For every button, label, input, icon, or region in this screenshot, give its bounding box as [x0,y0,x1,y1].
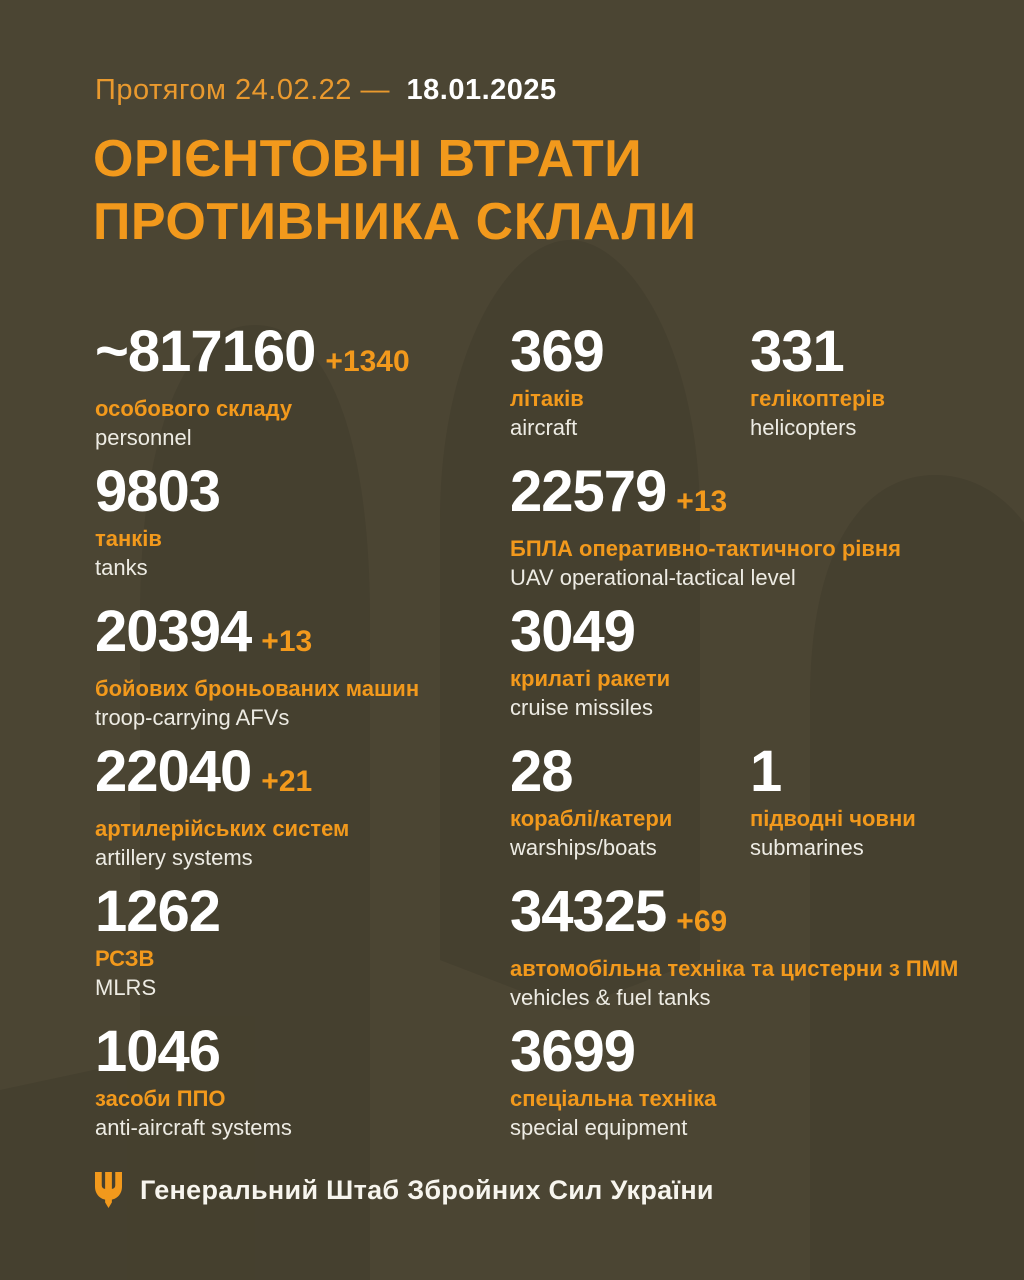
stat-value: 34325 [510,879,667,944]
stat-label-en: tanks [95,555,148,580]
stat-label-en: MLRS [95,975,157,1000]
stat-vehicles-fuel: 34325 +69 автомобільна техніка та цистерн… [510,882,958,1012]
stat-helicopters: 331 гелікоптерів helicopters [750,322,885,442]
stat-label-ua: крилаті ракети [510,666,671,691]
stat-afv: 20394 +13 бойових броньованих машин troop… [95,602,419,732]
stat-warships: 28 кораблі/катери warships/boats [510,742,672,862]
stat-value: ~817160 [95,319,316,384]
stat-special-equipment: 3699 спеціальна техніка special equipmen… [510,1022,716,1142]
stat-aircraft: 369 літаків aircraft [510,319,605,442]
stat-label-ua: танків [95,526,162,551]
stat-label-ua: кораблі/катери [510,806,673,831]
period-prefix: Протягом 24.02.22 — [95,74,390,106]
stat-label-en: cruise missiles [510,695,654,720]
stat-tanks: 9803 танків tanks [95,459,221,582]
stat-delta: +1340 [325,345,410,378]
footer: Генеральний Штаб Збройних Сил України [95,1172,714,1208]
stat-value: 9803 [95,459,221,524]
stat-uav: 22579 +13 БПЛА оперативно-тактичного рівн… [510,462,901,592]
stat-label-en: troop-carrying AFVs [95,705,290,730]
title-line-2: ПРОТИВНИКА СКЛАЛИ [93,193,697,251]
stat-value: 1 [750,739,782,804]
stat-label-en: personnel [95,425,192,450]
stat-delta: +69 [676,905,728,938]
title-line-1: ОРІЄНТОВНІ ВТРАТИ [93,130,643,188]
period-date: 18.01.2025 [406,74,557,106]
period-line: Протягом 24.02.22 — 18.01.2025 [95,74,557,107]
stat-label-en: anti-aircraft systems [95,1115,292,1140]
stat-value: 3049 [510,599,636,664]
stat-label-ua: підводні човни [750,806,916,831]
stat-cruise-missiles: 3049 крилаті ракети cruise missiles [510,602,670,722]
footer-text: Генеральний Штаб Збройних Сил України [140,1174,714,1205]
stat-value: 22579 [510,459,667,524]
page-title: ОРІЄНТОВНІ ВТРАТИ ПРОТИВНИКА СКЛАЛИ [93,128,697,254]
stat-label-ua: засоби ППО [95,1086,226,1111]
stat-label-en: submarines [750,835,864,860]
stat-label-ua: гелікоптерів [750,386,886,411]
stat-value: 22040 [95,739,252,804]
stat-mlrs: 1262 РСЗВ MLRS [95,879,221,1002]
stat-label-ua: особового складу [95,396,293,421]
stat-value: 20394 [95,599,252,664]
stat-value: 331 [750,319,845,384]
stat-label-en: helicopters [750,415,857,440]
stat-artillery: 22040 +21 артилерійських систем artillery… [95,742,349,872]
stat-value: 3699 [510,1019,636,1084]
stat-label-ua: автомобільна техніка та цистерни з ПММ [510,956,959,981]
stat-personnel: ~817160 +1340 особового складу personnel [95,322,410,452]
stat-anti-aircraft: 1046 засоби ППО anti-aircraft systems [95,1022,292,1142]
stat-label-ua: спеціальна техніка [510,1086,717,1111]
stat-label-en: aircraft [510,415,578,440]
stat-label-ua: бойових броньованих машин [95,676,420,701]
stat-delta: +13 [261,625,313,658]
stat-label-en: vehicles & fuel tanks [510,985,711,1010]
stat-delta: +21 [261,765,313,798]
stat-label-ua: артилерійських систем [95,816,350,841]
stat-label-ua: літаків [510,386,584,411]
stat-value: 1262 [95,879,221,944]
stat-label-en: warships/boats [510,835,657,860]
stat-label-en: UAV operational-tactical level [510,565,796,590]
stat-label-en: artillery systems [95,845,253,870]
stat-label-ua: РСЗВ [95,946,155,971]
stat-label-ua: БПЛА оперативно-тактичного рівня [510,536,902,561]
trident-icon [95,1172,122,1208]
stat-submarines: 1 підводні човни submarines [750,742,916,862]
stat-value: 369 [510,319,605,384]
stat-value: 28 [510,739,574,804]
stat-label-en: special equipment [510,1115,688,1140]
stat-value: 1046 [95,1019,221,1084]
stat-delta: +13 [676,485,728,518]
